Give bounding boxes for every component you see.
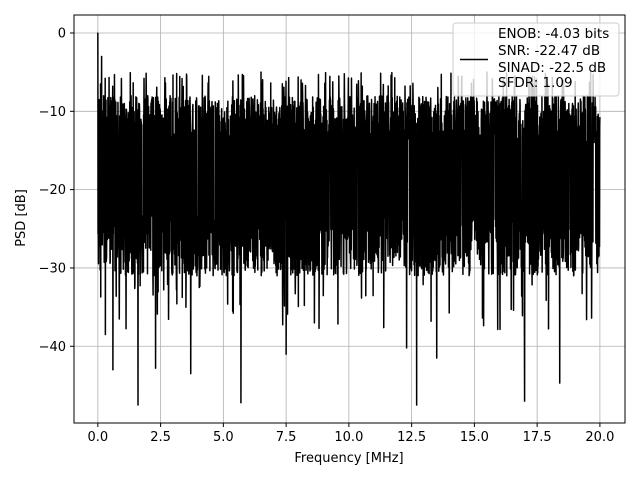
psd-landmark-point: [406, 347, 408, 349]
x-tick-label: 17.5: [523, 430, 552, 445]
x-axis-label: Frequency [MHz]: [294, 451, 403, 466]
psd-landmark-point: [154, 367, 157, 369]
x-axis: 0.0 2.5 5.0 7.5 10.0 12.5 15.0 17.5 20.0: [88, 423, 614, 445]
psd-landmark-point: [416, 404, 418, 406]
psd-landmark-point: [104, 333, 106, 336]
x-tick-label: 5.0: [213, 430, 234, 445]
psd-landmark-point: [260, 71, 262, 73]
psd-series-line: [97, 33, 601, 406]
legend-box: [452, 22, 620, 97]
psd-landmark-point: [240, 402, 242, 404]
psd-landmark-point: [98, 98, 100, 101]
y-tick-label: −40: [39, 340, 66, 355]
x-tick-label: 7.5: [276, 430, 297, 445]
x-tick-label: 12.5: [397, 430, 426, 445]
psd-landmark-point: [559, 382, 561, 384]
y-axis: 0 −10 −20 −30 −40: [39, 27, 74, 355]
legend: ENOB: -4.03 bits SNR: -22.47 dB SINAD: -…: [452, 22, 620, 97]
psd-landmark-point: [436, 357, 438, 359]
y-tick-label: −30: [39, 261, 66, 276]
psd-landmark-point: [190, 373, 192, 375]
x-tick-label: 0.0: [88, 430, 109, 445]
x-tick-label: 20.0: [585, 430, 614, 445]
legend-entry-enob: ENOB: -4.03 bits: [498, 26, 609, 42]
legend-entry-sinad: SINAD: -22.5 dB: [498, 60, 606, 76]
x-tick-label: 10.0: [334, 430, 363, 445]
y-tick-label: 0: [58, 27, 66, 42]
y-tick-label: −20: [39, 183, 66, 198]
y-tick-label: −10: [39, 105, 66, 120]
psd-landmark-point: [137, 404, 139, 406]
psd-series: [97, 33, 601, 406]
x-tick-label: 2.5: [150, 430, 171, 445]
psd-landmark-point: [101, 55, 103, 58]
psd-landmark-point: [112, 369, 114, 371]
plot-frame: [73, 14, 626, 424]
x-tick-label: 15.0: [460, 430, 489, 445]
legend-entry-sfdr: SFDR: 1.09: [498, 75, 573, 91]
psd-landmark-point: [338, 75, 340, 77]
psd-landmark-point: [97, 32, 99, 34]
psd-landmark-point: [523, 400, 526, 402]
y-axis-label: PSD [dB]: [14, 189, 29, 247]
legend-entry-snr: SNR: -22.47 dB: [498, 43, 600, 59]
psd-landmark-point: [285, 353, 287, 355]
